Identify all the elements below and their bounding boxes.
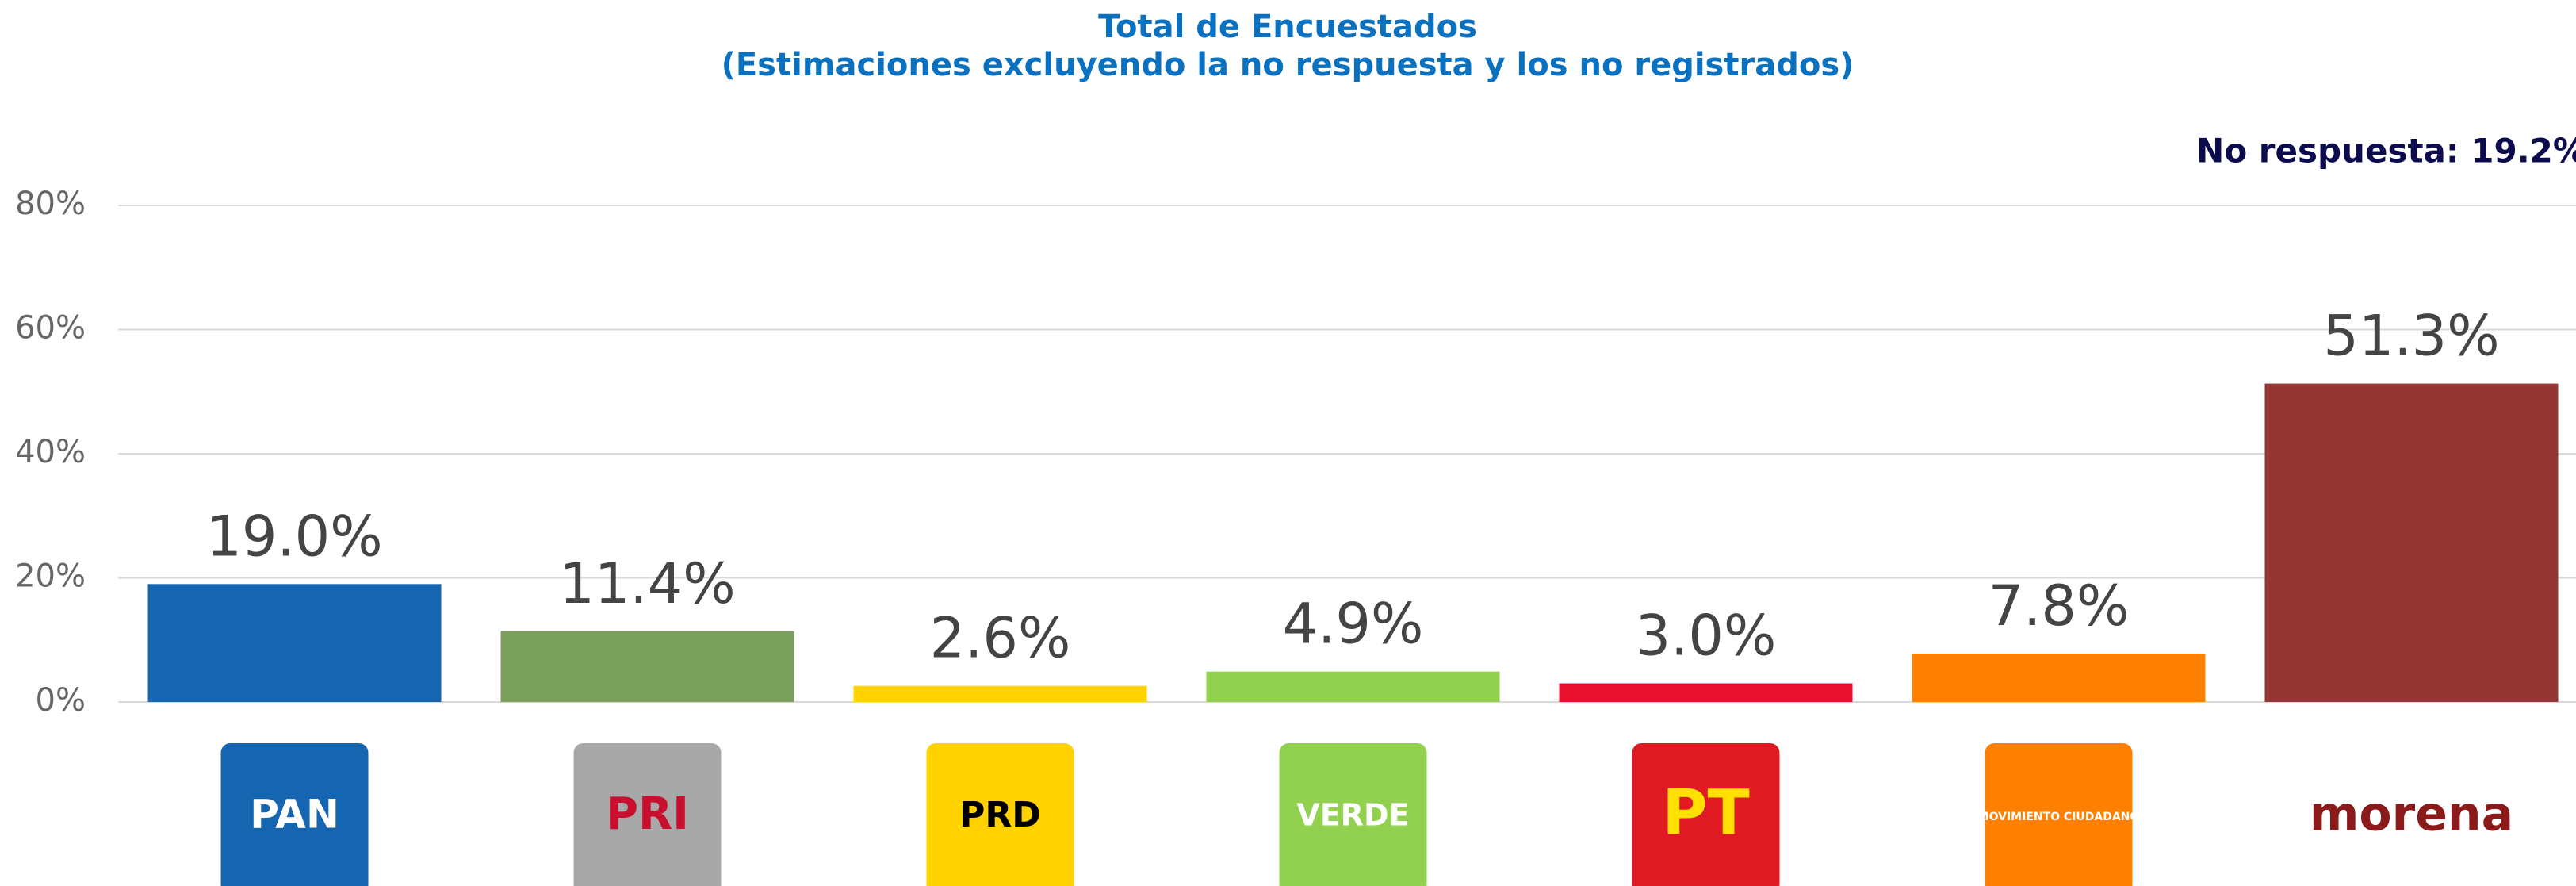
logo-box — [1985, 743, 2133, 886]
bar — [1912, 653, 2206, 702]
x-tick-label: morena — [2310, 787, 2513, 842]
y-tick-label: 60% — [15, 310, 86, 347]
x-tick-label: PRD — [959, 795, 1041, 835]
party-logo: PRD — [926, 743, 1074, 886]
bar — [500, 631, 794, 702]
party-logo: PT — [1632, 743, 1780, 886]
party-logo: PAN — [220, 743, 369, 886]
value-label: 11.4% — [559, 551, 735, 616]
y-tick-label: 20% — [15, 558, 86, 595]
bar — [147, 584, 442, 702]
value-label: 19.0% — [206, 504, 382, 569]
value-label: 4.9% — [1283, 592, 1424, 657]
value-label: 7.8% — [1988, 573, 2130, 639]
annotation: No respuesta: 19.2% — [2196, 132, 2576, 171]
x-tick-label: PAN — [250, 792, 339, 838]
x-tick-label: PRI — [606, 788, 689, 840]
y-tick-label: 80% — [15, 186, 86, 222]
party-logo: morena — [2310, 787, 2513, 842]
value-label: 3.0% — [1636, 604, 1777, 669]
x-tick-label: VERDE — [1296, 798, 1409, 833]
y-tick-label: 0% — [36, 682, 86, 719]
chart-title: Total de Encuestados — [1098, 9, 1477, 45]
bar — [1206, 671, 1500, 702]
logo-box — [1279, 743, 1427, 886]
logo-box — [573, 743, 722, 886]
value-label: 2.6% — [930, 606, 1071, 671]
bar — [853, 685, 1147, 702]
party-logo: PRI — [573, 743, 722, 886]
logo-box — [220, 743, 369, 886]
value-label: 51.3% — [2323, 304, 2499, 369]
logo-box — [1632, 743, 1780, 886]
party-logo: MOVIMIENTO CIUDADANO — [1978, 743, 2140, 886]
bar — [1559, 683, 1853, 702]
party-logo: VERDE — [1279, 743, 1427, 886]
x-tick-label: MOVIMIENTO CIUDADANO — [1978, 811, 2140, 823]
y-tick-label: 40% — [15, 434, 86, 470]
x-tick-label: PT — [1662, 777, 1749, 849]
chart-subtitle: (Estimaciones excluyendo la no respuesta… — [722, 47, 1854, 83]
bar — [2264, 383, 2559, 702]
logo-box — [926, 743, 1074, 886]
